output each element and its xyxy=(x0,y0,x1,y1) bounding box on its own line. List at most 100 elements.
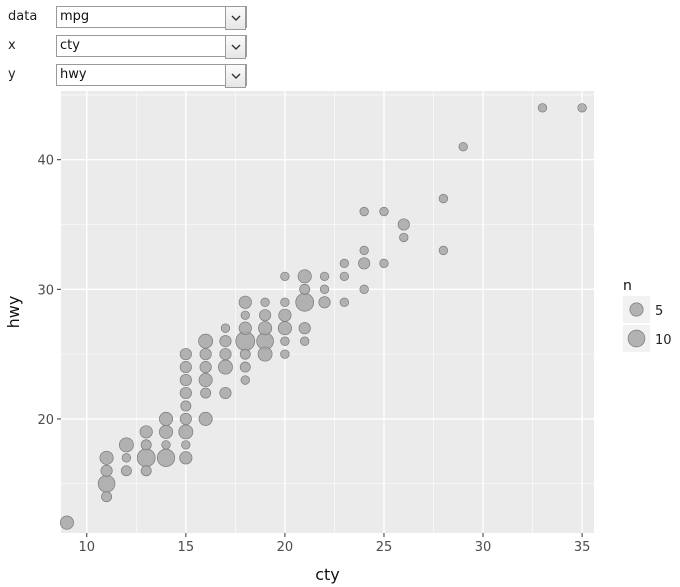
data-point xyxy=(118,437,134,453)
data-point xyxy=(318,296,331,309)
data-point xyxy=(339,297,349,307)
data-point xyxy=(179,348,192,361)
data-point xyxy=(101,491,113,503)
x-select[interactable]: cty xyxy=(56,35,247,59)
data-point xyxy=(140,439,152,451)
data-point xyxy=(379,206,389,217)
data-point xyxy=(257,346,273,362)
data-point xyxy=(438,245,449,256)
x-tick-label: 20 xyxy=(277,540,294,555)
data-point xyxy=(100,464,113,477)
y-tick-label: 20 xyxy=(37,413,54,428)
chevron-down-icon xyxy=(231,15,241,21)
data-point xyxy=(397,218,410,231)
data-point xyxy=(277,321,292,336)
data-point xyxy=(438,193,449,204)
data-point xyxy=(179,374,192,387)
data-point xyxy=(218,359,233,375)
x-axis: 10 15 20 25 30 35 xyxy=(78,533,590,555)
x-tick-label: 15 xyxy=(178,540,195,555)
data-select[interactable]: mpg xyxy=(56,6,247,30)
data-point xyxy=(358,257,371,270)
legend-key-point xyxy=(627,329,646,348)
data-point xyxy=(280,297,290,307)
data-point xyxy=(159,424,174,439)
data-point xyxy=(239,361,251,373)
data-point xyxy=(298,322,311,335)
minor-gridlines xyxy=(61,91,594,533)
data-point xyxy=(259,309,272,322)
data-point xyxy=(161,440,171,450)
data-point xyxy=(238,295,252,309)
data-point xyxy=(199,348,212,361)
x-tick-label: 25 xyxy=(376,540,393,555)
data-point xyxy=(319,284,330,294)
data-point xyxy=(339,271,349,282)
data-point xyxy=(59,515,74,530)
data-point xyxy=(159,411,174,426)
data-point xyxy=(319,271,330,282)
data-point xyxy=(240,310,250,320)
data-point xyxy=(339,258,349,269)
y-axis-title: hwy xyxy=(4,296,23,329)
data-point xyxy=(399,232,409,243)
data-point xyxy=(198,333,214,349)
data-point xyxy=(297,269,312,284)
data-point xyxy=(239,348,251,360)
y-dropdown-button[interactable] xyxy=(225,64,246,88)
data-point xyxy=(240,375,250,385)
x-axis-title: cty xyxy=(315,565,340,584)
data-point xyxy=(120,465,132,477)
data-point xyxy=(179,361,192,374)
data-point xyxy=(280,349,290,359)
y-label: y xyxy=(8,67,16,82)
data-point xyxy=(136,448,156,468)
data-point xyxy=(199,361,212,374)
x-tick-label: 35 xyxy=(574,540,591,555)
data-point xyxy=(219,335,232,348)
data-point xyxy=(179,451,193,465)
data-point xyxy=(219,386,232,400)
legend-title: n xyxy=(623,278,632,294)
data-point xyxy=(220,323,231,333)
data-point xyxy=(121,453,132,463)
chevron-down-icon xyxy=(231,73,241,79)
data-point xyxy=(295,292,315,312)
data-point xyxy=(300,336,310,346)
data-point xyxy=(156,448,176,467)
data-point xyxy=(260,297,270,307)
x-label: x xyxy=(8,38,16,53)
data-point xyxy=(258,321,273,336)
data-dropdown-button[interactable] xyxy=(225,6,246,30)
data-point xyxy=(200,387,212,399)
legend-key-point xyxy=(629,302,644,317)
data-point xyxy=(379,258,389,269)
data-points xyxy=(59,103,587,530)
data-point xyxy=(577,103,587,113)
data-point xyxy=(178,424,194,440)
data-point xyxy=(238,321,252,335)
data-point xyxy=(181,440,191,450)
legend-label: 10 xyxy=(655,333,672,348)
x-tick-label: 30 xyxy=(475,540,492,555)
data-point xyxy=(99,450,114,465)
data-point xyxy=(359,284,369,294)
size-legend: n 5 10 xyxy=(623,278,672,352)
y-select-value: hwy xyxy=(60,67,87,82)
plot-panel xyxy=(61,91,594,533)
data-point xyxy=(180,400,192,412)
data-select-value: mpg xyxy=(60,9,90,24)
data-point xyxy=(299,283,311,295)
data-point xyxy=(458,142,468,152)
x-tick-label: 10 xyxy=(78,540,95,555)
y-select[interactable]: hwy xyxy=(56,64,247,88)
data-point xyxy=(179,412,192,425)
x-dropdown-button[interactable] xyxy=(225,35,246,59)
data-point xyxy=(537,103,548,113)
y-axis: 20 30 40 xyxy=(37,154,61,428)
chevron-down-icon xyxy=(231,44,241,50)
y-tick-label: 30 xyxy=(37,283,54,298)
data-point xyxy=(219,348,232,361)
data-point xyxy=(280,271,290,282)
